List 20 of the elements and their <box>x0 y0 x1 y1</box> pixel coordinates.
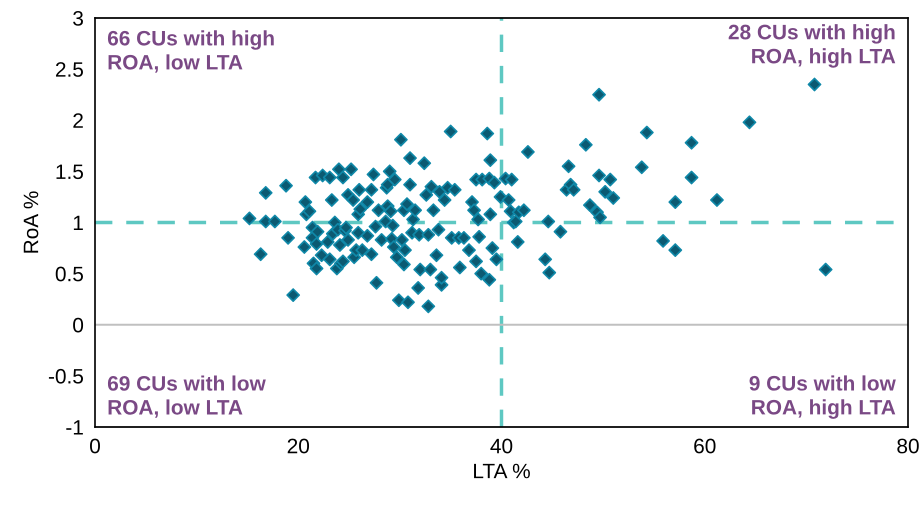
annotation: 9 CUs with low ROA, high LTA <box>750 375 896 419</box>
y-tick-label: 1 <box>74 216 83 230</box>
x-axis-title: LTA % <box>474 464 530 478</box>
y-tick-label: -1 <box>66 420 83 435</box>
y-tick-label: 1.5 <box>56 164 84 180</box>
y-axis-title: RoA % <box>24 191 38 253</box>
annotation: 69 CUs with low ROA, low LTA <box>108 375 266 418</box>
y-tick-label: 0 <box>73 318 84 333</box>
y-tick-label: 3 <box>73 11 83 26</box>
y-tick-label: -0.5 <box>48 368 84 384</box>
x-tick-label: 60 <box>694 438 716 454</box>
x-tick-label: 80 <box>897 438 919 454</box>
y-tick-label: 2 <box>73 113 83 128</box>
x-tick-label: 20 <box>288 438 310 454</box>
annotation: 66 CUs with high ROA, low LTA <box>108 30 274 73</box>
x-tick-label: 0 <box>90 438 100 454</box>
y-tick-label: 2.5 <box>56 62 84 77</box>
y-tick-label: 0.5 <box>56 266 84 282</box>
x-tick-label: 40 <box>490 438 512 454</box>
annotation: 28 CUs with high ROA, high LTA <box>728 24 896 68</box>
